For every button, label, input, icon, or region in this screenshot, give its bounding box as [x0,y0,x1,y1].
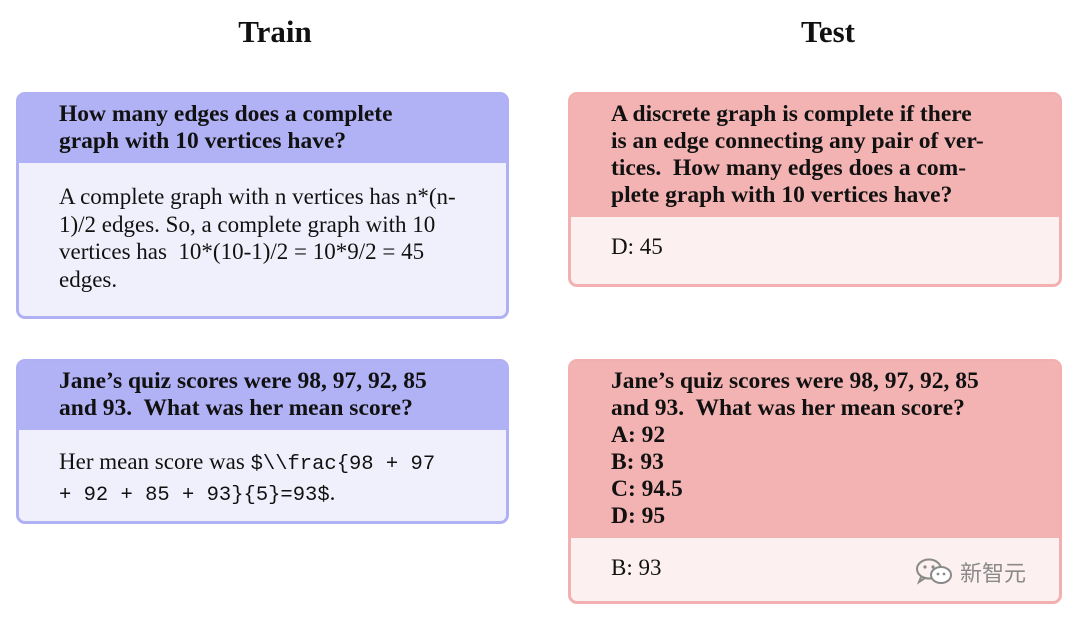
answer-line: 1)/2 edges. So, a complete graph with 10 [59,211,436,237]
train-question-2: Jane’s quiz scores were 98, 97, 92, 85 a… [19,362,506,430]
answer-text: Her mean score was [59,449,251,474]
train-example-card-2: Jane’s quiz scores were 98, 97, 92, 85 a… [16,359,509,524]
question-line: Jane’s quiz scores were 98, 97, 92, 85 [59,368,427,394]
question-line: plete graph with 10 vertices have? [611,182,953,208]
wechat-icon [916,558,952,585]
train-answer-2: Her mean score was $\\frac{98 + 97 + 92 … [19,430,506,521]
answer-line: A complete graph with n vertices has n*(… [59,184,456,209]
watermark-text: 新智元 [960,562,1027,587]
answer-text: . [329,480,336,505]
question-line: and 93. What was her mean score? [611,395,965,421]
test-example-card-1: A discrete graph is complete if there is… [568,92,1062,287]
option-d: D: 95 [611,503,666,529]
question-line: tices. How many edges does a com- [611,155,967,181]
test-answer-1: D: 45 [571,217,1059,275]
question-line: and 93. What was her mean score? [59,395,413,421]
train-title: Train [238,14,312,49]
question-line: A discrete graph is complete if there [611,101,972,127]
answer-line: B: 93 [611,555,662,580]
option-c: C: 94.5 [611,476,683,502]
question-line: How many edges does a complete [59,101,393,127]
train-answer-1: A complete graph with n vertices has n*(… [19,163,506,307]
test-question-1: A discrete graph is complete if there is… [571,95,1059,217]
train-example-card-1: How many edges does a complete graph wit… [16,92,509,319]
answer-code: + 92 + 85 + 93}{5}=93$ [59,484,330,507]
option-b: B: 93 [611,449,664,475]
answer-line: vertices has 10*(10-1)/2 = 10*9/2 = 45 [59,239,425,264]
test-example-card-2: Jane’s quiz scores were 98, 97, 92, 85 a… [568,359,1062,604]
test-question-2: Jane’s quiz scores were 98, 97, 92, 85 a… [571,362,1059,538]
question-line: is an edge connecting any pair of ver- [611,128,984,154]
answer-line: D: 45 [611,234,663,259]
watermark: 新智元 [914,556,1026,588]
answer-code: $\\frac{98 + 97 [250,453,436,476]
question-line: Jane’s quiz scores were 98, 97, 92, 85 [611,368,979,394]
answer-line: edges. [59,266,118,292]
option-a: A: 92 [611,422,666,448]
test-answer-2: B: 93 [571,538,1059,596]
train-question-1: How many edges does a complete graph wit… [19,95,506,163]
test-title: Test [801,14,855,49]
question-line: graph with 10 vertices have? [59,128,347,154]
